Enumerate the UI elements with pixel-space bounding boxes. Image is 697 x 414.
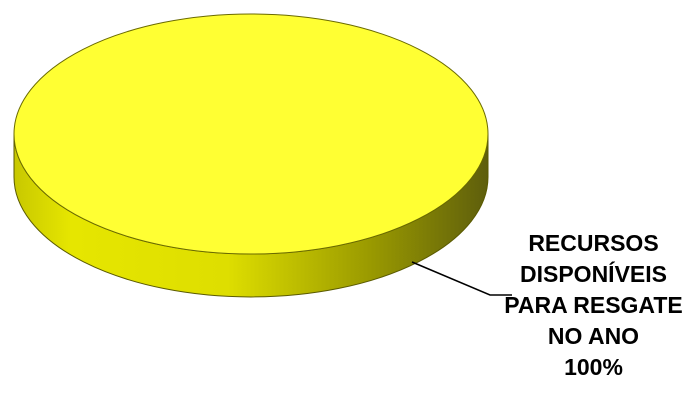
slice-label-line-2: DISPONÍVEIS [520, 261, 667, 287]
slice-label-line-3: PARA RESGATE [504, 292, 683, 318]
slice-percent-label: 100% [564, 354, 623, 380]
slice-data-label: RECURSOS DISPONÍVEIS PARA RESGATE NO ANO… [490, 228, 697, 383]
pie-slice-top [13, 13, 489, 255]
slice-label-line-4: NO ANO [547, 323, 640, 349]
slice-label-line-1: RECURSOS [528, 230, 659, 256]
label-leader-line [411, 261, 512, 296]
